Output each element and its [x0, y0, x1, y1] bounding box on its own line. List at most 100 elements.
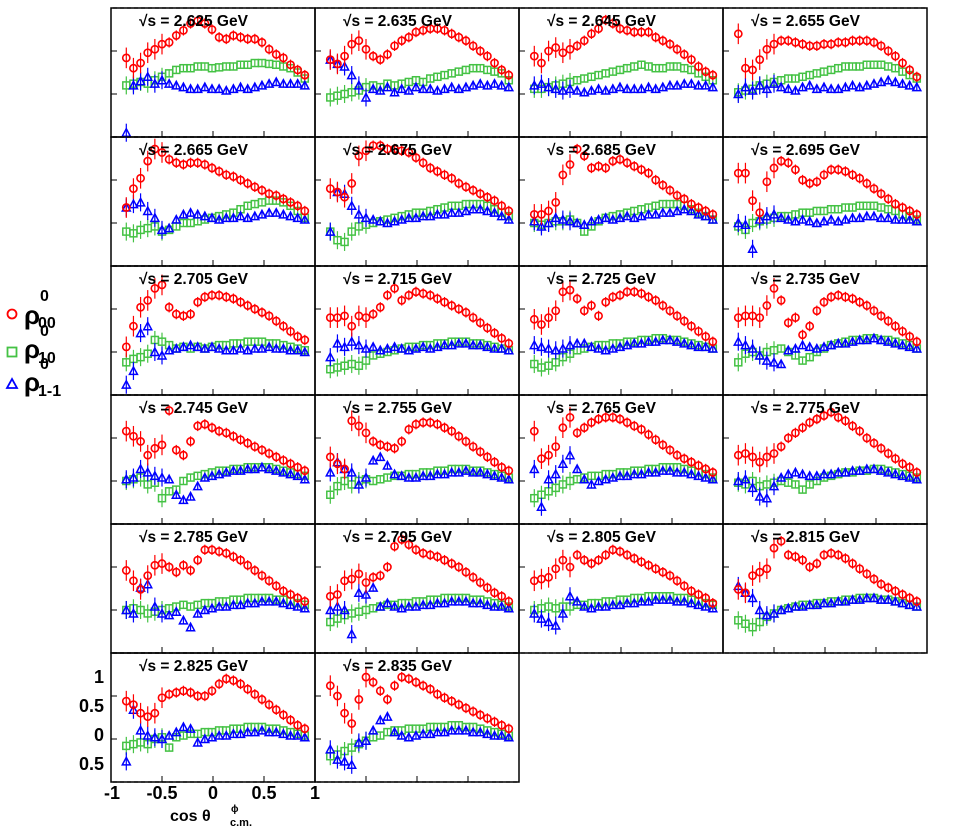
y-tick-label: 0.5	[79, 754, 104, 774]
data-point	[707, 81, 719, 92]
data-point	[769, 163, 779, 173]
data-point	[228, 83, 239, 94]
data-point	[249, 463, 261, 474]
data-point	[425, 470, 436, 481]
data-point	[292, 600, 303, 611]
data-point	[543, 616, 554, 627]
data-point	[156, 733, 168, 744]
data-point	[299, 473, 311, 484]
data-point	[142, 578, 153, 589]
data-point	[293, 720, 303, 730]
data-point	[797, 213, 808, 224]
panel: √s = 2.655 GeV	[722, 7, 928, 138]
data-point	[257, 695, 267, 704]
data-point	[537, 454, 546, 464]
data-point	[257, 445, 267, 455]
data-point	[790, 342, 801, 353]
data-point	[905, 206, 915, 216]
data-point	[601, 15, 611, 25]
data-point	[129, 576, 138, 586]
data-point	[389, 86, 400, 97]
data-point	[579, 600, 590, 611]
data-point	[171, 342, 182, 353]
data-point	[157, 440, 167, 450]
data-point	[550, 344, 561, 355]
data-point	[121, 755, 132, 766]
data-point	[447, 559, 457, 568]
data-point	[163, 729, 175, 740]
data-point	[489, 78, 500, 88]
data-point	[192, 208, 203, 219]
data-point	[446, 207, 457, 217]
data-point	[482, 323, 492, 333]
data-point	[912, 597, 922, 606]
data-point	[686, 205, 697, 216]
data-point	[199, 81, 211, 92]
data-point	[171, 567, 181, 577]
panel-energy-label: √s = 2.715 GeV	[343, 271, 453, 288]
data-point	[644, 27, 653, 37]
panel-energy-label: √s = 2.775 GeV	[751, 400, 861, 417]
data-point	[453, 595, 465, 606]
data-point	[199, 471, 211, 482]
data-point	[249, 597, 261, 608]
data-point	[454, 304, 464, 314]
data-point	[804, 470, 815, 481]
data-point	[897, 213, 908, 224]
data-point	[285, 468, 296, 479]
data-point	[467, 79, 479, 90]
data-point	[798, 485, 807, 494]
data-point	[818, 215, 830, 226]
data-point	[340, 192, 349, 202]
data-point	[905, 65, 915, 75]
data-point	[121, 53, 131, 63]
data-point	[671, 336, 683, 346]
data-point	[672, 450, 682, 460]
data-point	[482, 713, 492, 723]
data-point	[783, 83, 794, 94]
data-point	[708, 337, 718, 347]
data-point	[200, 419, 210, 429]
data-point	[367, 341, 379, 352]
data-point	[876, 311, 886, 321]
data-point	[841, 416, 850, 426]
data-point	[185, 207, 196, 217]
data-point	[404, 674, 414, 684]
data-point	[353, 736, 365, 747]
data-point	[156, 224, 168, 235]
data-point	[769, 449, 779, 458]
data-point	[875, 334, 887, 345]
data-point	[474, 466, 486, 477]
data-point	[164, 406, 174, 415]
data-point	[447, 696, 457, 706]
data-point	[292, 470, 303, 481]
series-rho10	[734, 333, 922, 372]
data-point	[213, 83, 225, 94]
data-point	[607, 471, 619, 482]
data-point	[440, 693, 449, 703]
data-point	[278, 710, 288, 720]
data-point	[833, 412, 843, 422]
data-point	[504, 466, 514, 476]
data-point	[629, 597, 640, 608]
data-point	[178, 81, 189, 92]
data-point	[841, 554, 850, 563]
data-point	[432, 597, 443, 608]
data-point	[497, 333, 507, 343]
data-point	[475, 710, 485, 720]
data-point	[410, 212, 422, 223]
panel: √s = 2.795 GeV	[314, 523, 520, 654]
data-point	[621, 470, 633, 481]
data-point	[912, 337, 922, 347]
data-point	[557, 342, 569, 353]
data-point	[768, 208, 780, 219]
data-point	[390, 283, 399, 293]
data-point	[572, 550, 582, 560]
data-point	[600, 473, 611, 484]
data-point	[701, 464, 711, 474]
data-point	[748, 622, 757, 632]
data-point	[271, 50, 281, 59]
data-point	[128, 365, 139, 376]
data-point	[798, 175, 807, 185]
data-point	[572, 144, 582, 154]
